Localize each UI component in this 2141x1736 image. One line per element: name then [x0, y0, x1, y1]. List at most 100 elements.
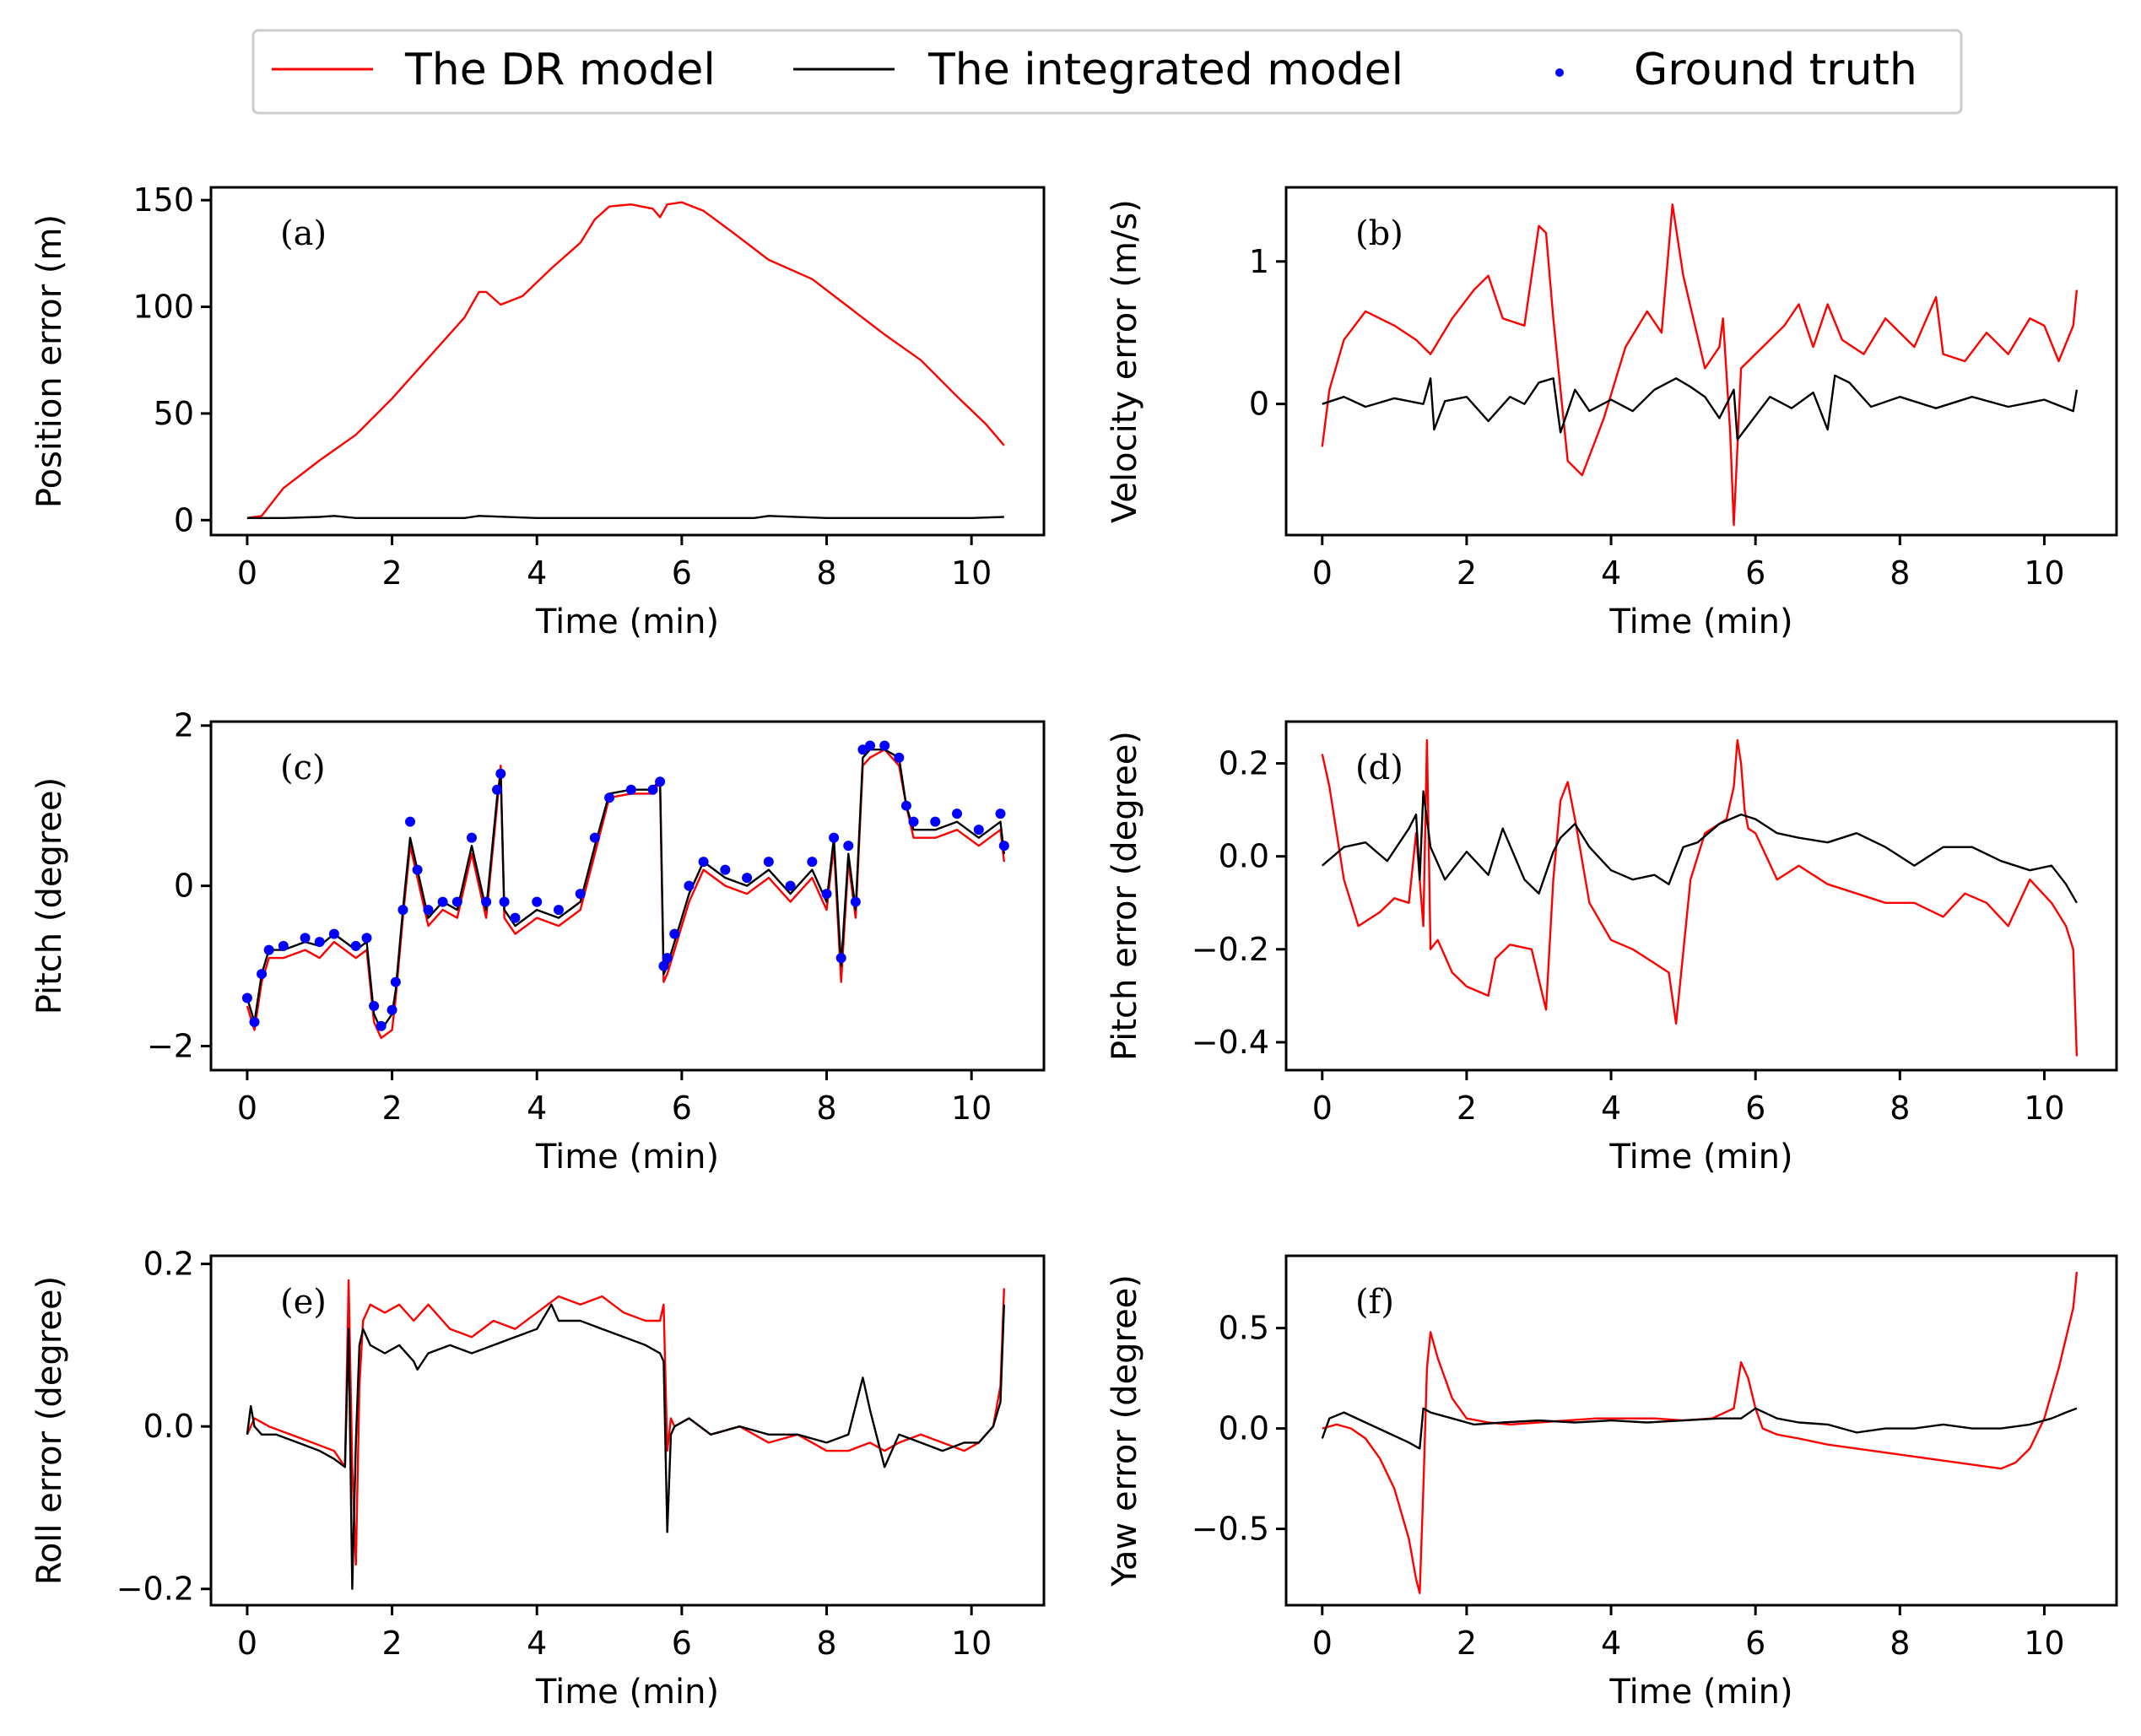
series-line-integrated-model — [246, 749, 1005, 1031]
x-tick-label: 10 — [951, 1090, 992, 1127]
ground-truth-point — [720, 864, 731, 875]
y-tick-label: 0 — [1249, 386, 1269, 423]
y-axis-label: Roll error (degree) — [30, 1276, 69, 1585]
y-tick-label: 0.0 — [1219, 1410, 1269, 1447]
series-line-integrated-model — [246, 515, 1004, 519]
ground-truth-point — [466, 832, 477, 843]
ground-truth-point — [575, 889, 586, 900]
ground-truth-point — [952, 809, 963, 819]
chart-yaw-error: 0 2 4 6 8 10 −0.5 0.0 0.5 Time (min) Yaw error (de… — [1106, 1254, 2118, 1712]
plot-area — [246, 1279, 1005, 1590]
y-tick-label: 1 — [1249, 243, 1269, 280]
axes-frame — [1284, 186, 2118, 537]
y-tick-label: −0.2 — [1192, 931, 1269, 968]
y-tick-label: 150 — [132, 181, 194, 219]
ground-truth-point — [328, 928, 339, 939]
x-tick-label: 8 — [816, 554, 836, 592]
ground-truth-point — [481, 896, 492, 907]
x-tick-label: 6 — [1745, 1625, 1765, 1662]
x-tick-label: 0 — [237, 1625, 257, 1662]
ground-truth-point — [647, 784, 658, 795]
x-tick-label: 0 — [237, 554, 257, 592]
axes-frame — [209, 720, 1046, 1072]
ground-truth-point — [879, 740, 890, 751]
series-line-integrated-model — [1322, 374, 2079, 441]
x-tick-label: 2 — [381, 1625, 402, 1662]
y-tick-label: 0 — [174, 868, 194, 905]
panel-tag: (b) — [1355, 214, 1403, 253]
ground-truth-point — [763, 857, 774, 868]
x-axis-label: Time (min) — [1608, 603, 1792, 641]
ground-truth-point — [278, 940, 289, 951]
x-tick-label: 6 — [672, 1625, 692, 1662]
series-line-dr-model — [246, 1279, 1005, 1566]
ground-truth-point — [361, 933, 372, 944]
chart-pitch-error: 0 2 4 6 8 10 −0.4 −0.2 0.0 0.2 Time (min) Pitch err… — [1106, 720, 2118, 1176]
y-axis-label: Pitch (degree) — [30, 777, 69, 1014]
panel-tag: (e) — [280, 1283, 327, 1322]
x-tick-label: 10 — [951, 554, 992, 592]
ground-truth-point — [589, 832, 600, 843]
x-tick-label: 0 — [237, 1090, 257, 1127]
ground-truth-point — [423, 905, 434, 916]
ground-truth-point — [821, 889, 832, 900]
ground-truth-point — [257, 969, 268, 980]
panel-tag: (d) — [1355, 749, 1403, 787]
x-axis-label: Time (min) — [535, 1673, 719, 1712]
x-tick-label: 10 — [2024, 1625, 2064, 1662]
ground-truth-point — [492, 784, 503, 795]
ground-truth-point — [894, 752, 905, 763]
ground-truth-point — [437, 896, 448, 907]
ground-truth-point — [865, 740, 876, 751]
y-tick-label: 50 — [154, 395, 194, 432]
y-axis-label: Pitch error (degree) — [1106, 731, 1144, 1061]
ground-truth-point — [314, 937, 325, 948]
ground-truth-point — [390, 976, 401, 987]
y-tick-label: 0 — [174, 501, 194, 538]
x-tick-label: 4 — [527, 554, 547, 592]
legend-ground-truth-marker — [1555, 68, 1564, 77]
ground-truth-point — [350, 940, 361, 951]
panel-tag: (f) — [1355, 1283, 1394, 1322]
ground-truth-point — [604, 792, 615, 803]
ground-truth-point — [684, 880, 695, 891]
series-line-dr-model — [1322, 1271, 2079, 1594]
x-tick-label: 8 — [816, 1090, 836, 1127]
series-line-integrated-model — [1322, 790, 2078, 904]
ground-truth-point — [263, 944, 274, 955]
x-axis-label: Time (min) — [535, 603, 719, 641]
x-tick-label: 10 — [2024, 1090, 2064, 1127]
ground-truth-point — [499, 896, 510, 907]
legend-item-label-3: Ground truth — [1634, 45, 1917, 95]
x-axis-label: Time (min) — [1608, 1138, 1792, 1176]
ground-truth-point — [698, 857, 709, 868]
y-tick-label: −2 — [147, 1028, 194, 1065]
ground-truth-point — [669, 928, 680, 939]
plot-area — [1321, 1271, 2079, 1594]
x-tick-label: 0 — [1312, 1090, 1333, 1127]
ground-truth-point — [553, 905, 564, 916]
ground-truth-point — [510, 912, 521, 923]
ground-truth-point — [451, 896, 462, 907]
x-tick-label: 2 — [1457, 554, 1477, 592]
x-tick-label: 2 — [1457, 1625, 1477, 1662]
axes-frame — [209, 1254, 1046, 1607]
ground-truth-point — [655, 776, 666, 787]
x-tick-label: 2 — [381, 554, 402, 592]
ground-truth-point — [995, 809, 1006, 819]
y-tick-label: 100 — [132, 289, 194, 326]
x-axis-label: Time (min) — [1608, 1673, 1792, 1712]
ground-truth-point — [900, 800, 911, 811]
x-tick-label: 6 — [672, 1090, 692, 1127]
x-tick-label: 6 — [1745, 1090, 1765, 1127]
axes-frame — [1284, 720, 2118, 1072]
y-tick-label: −0.2 — [116, 1571, 194, 1608]
ground-truth-point — [412, 864, 423, 875]
x-tick-label: 4 — [1601, 1625, 1621, 1662]
series-line-integrated-model — [246, 1303, 1005, 1590]
plot-area — [1321, 203, 2079, 527]
panel-tag: (c) — [280, 749, 326, 787]
ground-truth-point — [742, 873, 753, 884]
ground-truth-point — [376, 1020, 387, 1031]
